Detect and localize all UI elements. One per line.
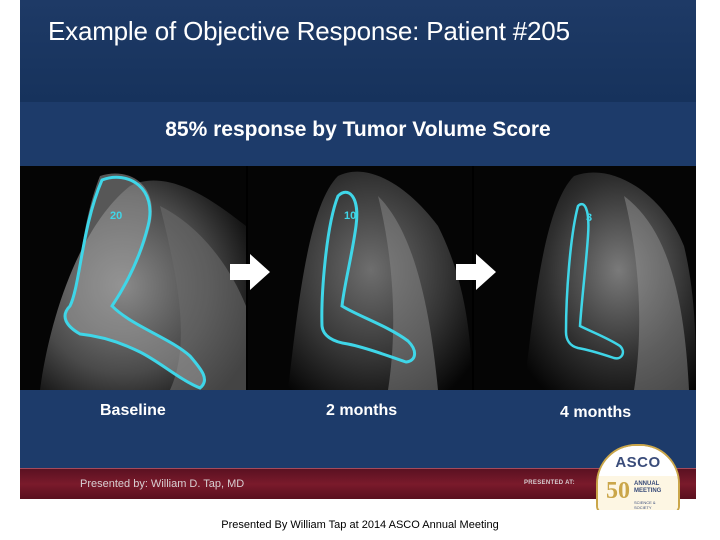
progress-arrow-icon bbox=[230, 254, 270, 290]
asco-meeting-line: MEETING bbox=[634, 488, 662, 494]
slide-subtitle: 85% response by Tumor Volume Score bbox=[165, 118, 551, 141]
mri-baseline-image: 20 bbox=[20, 166, 246, 390]
asco-50th-meeting-logo: ASCO 50 ANNUAL MEETING SCIENCE & SOCIETY bbox=[596, 444, 680, 510]
asco-society-line: SOCIETY bbox=[634, 505, 652, 510]
presented-at-label: PRESENTED AT: bbox=[524, 480, 575, 486]
tumor-score-4-months: 3 bbox=[586, 212, 593, 224]
asco-annual-meeting-text: ANNUAL MEETING bbox=[634, 481, 661, 495]
asco-annual-line: ANNUAL bbox=[634, 481, 660, 487]
asco-logo-lower: 50 ANNUAL MEETING SCIENCE & SOCIETY bbox=[598, 476, 678, 510]
asco-science-line: SCIENCE & bbox=[634, 500, 656, 505]
asco-fifty-text: 50 bbox=[606, 478, 630, 504]
mri-2-months-image: 10 bbox=[248, 166, 472, 390]
progress-arrow-icon bbox=[456, 254, 496, 290]
mri-4-months-image: 3 bbox=[474, 166, 696, 390]
timepoint-label-baseline: Baseline bbox=[100, 402, 166, 419]
tumor-score-2-months: 10 bbox=[344, 210, 357, 222]
title-band: Example of Objective Response: Patient #… bbox=[20, 0, 696, 102]
presenter-credit: Presented by: William D. Tap, MD bbox=[80, 478, 245, 490]
presentation-slide: Example of Objective Response: Patient #… bbox=[20, 0, 696, 510]
tumor-score-baseline: 20 bbox=[110, 210, 123, 222]
asco-logo-text: ASCO bbox=[598, 446, 678, 476]
timepoint-label-2-months: 2 months bbox=[326, 402, 398, 419]
asco-science-society-text: SCIENCE & SOCIETY bbox=[634, 500, 656, 510]
slide-footer-bar: Presented by: William D. Tap, MD PRESENT… bbox=[20, 468, 696, 499]
page-caption: Presented By William Tap at 2014 ASCO An… bbox=[221, 519, 499, 531]
slide-title: Example of Objective Response: Patient #… bbox=[48, 16, 570, 46]
mri-image-strip: 20 10 bbox=[20, 166, 696, 390]
timepoint-label-4-months: 4 months bbox=[560, 404, 632, 421]
